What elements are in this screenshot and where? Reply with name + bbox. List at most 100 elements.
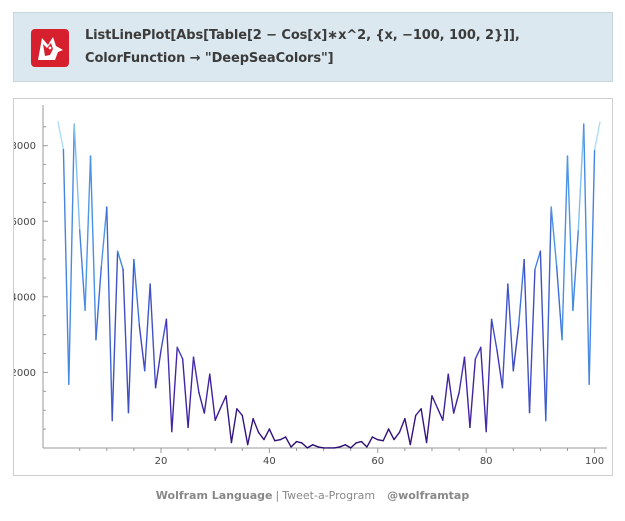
line-segment <box>116 250 124 270</box>
line-segment <box>214 407 222 421</box>
line-segment <box>106 206 113 422</box>
line-segment <box>144 283 151 372</box>
line-segment <box>523 258 531 414</box>
line-segment <box>252 417 260 434</box>
line-segment <box>393 431 401 441</box>
line-segment <box>230 408 238 444</box>
line-segment <box>73 123 81 231</box>
line-segment <box>62 148 70 385</box>
line-segment <box>550 206 558 267</box>
line-segment <box>501 283 509 389</box>
line-segment <box>301 442 309 449</box>
line-segment <box>187 356 195 429</box>
code-line-1: ListLinePlot[Abs[Table[2 − Cos[x]∗x^2, {… <box>85 28 520 43</box>
line-segment <box>480 346 487 433</box>
line-segment <box>154 349 162 389</box>
line-segment <box>100 206 108 267</box>
code-input-panel: ListLinePlot[Abs[Table[2 − Cos[x]∗x^2, {… <box>13 12 613 82</box>
line-segment <box>528 268 536 414</box>
line-segment <box>317 446 325 449</box>
line-segment <box>490 318 498 352</box>
line-segment <box>436 407 444 421</box>
line-segment <box>236 408 243 417</box>
y-tick-label: 2000 <box>14 368 36 379</box>
x-tick-label: 80 <box>480 456 493 467</box>
plot-frame: 20 40 60 80 100 2000 4000 6000 8000 <box>13 98 613 476</box>
line-segment <box>415 408 422 417</box>
line-segment <box>588 148 596 385</box>
line-segment <box>209 373 216 421</box>
line-segment <box>203 373 211 414</box>
line-segment <box>78 229 86 312</box>
line-segment <box>111 250 119 422</box>
line-segment <box>496 349 504 389</box>
line-segment <box>463 356 471 429</box>
line-segment <box>545 206 552 422</box>
line-segment <box>333 446 341 449</box>
footer-handle: @wolframtap <box>387 489 470 502</box>
line-segment <box>219 395 227 409</box>
line-segment <box>165 318 173 433</box>
line-segment <box>225 395 233 444</box>
x-tick-label: 20 <box>155 456 168 467</box>
line-segment <box>68 123 75 385</box>
line-segment <box>431 395 439 409</box>
line-segment <box>474 346 482 360</box>
line-segment <box>447 373 455 414</box>
line-segment <box>583 123 590 385</box>
line-segment <box>181 358 189 429</box>
line-segment <box>339 444 346 448</box>
line-segment <box>398 417 406 434</box>
x-tick-label: 40 <box>263 456 276 467</box>
y-tick-label: 8000 <box>14 141 36 152</box>
line-segment <box>312 444 319 448</box>
line-segment <box>95 265 103 341</box>
line-segment <box>192 356 200 394</box>
line-segment <box>160 318 168 352</box>
line-segment <box>366 436 374 448</box>
x-tick-label: 60 <box>371 456 384 467</box>
line-segment <box>284 436 292 448</box>
line-segment <box>561 155 569 341</box>
footer: Wolfram Language | Tweet-a-Program @wolfram… <box>0 489 625 502</box>
line-segment <box>263 428 271 441</box>
line-segment <box>507 283 514 372</box>
line-segment <box>84 155 92 312</box>
footer-separator: | <box>275 489 280 502</box>
footer-program: Tweet-a-Program <box>282 489 376 502</box>
line-segment <box>306 444 314 449</box>
line-segment <box>349 442 357 449</box>
list-line-plot: 20 40 60 80 100 2000 4000 6000 8000 <box>14 105 607 467</box>
line-segment <box>458 356 466 394</box>
line-segment <box>420 408 428 444</box>
line-segment <box>138 324 146 372</box>
line-segment <box>577 123 585 231</box>
code-line-2: ColorFunction → "DeepSeaColors"] <box>85 51 334 66</box>
data-series <box>57 121 601 449</box>
line-segment <box>593 121 601 151</box>
line-segment <box>355 440 363 444</box>
x-tick-label: 100 <box>585 456 604 467</box>
line-segment <box>133 258 141 326</box>
line-segment <box>344 444 352 449</box>
line-segment <box>512 324 520 372</box>
line-segment <box>241 414 249 446</box>
line-segment <box>442 373 449 421</box>
tick-marks: 20 40 60 80 100 2000 4000 6000 8000 <box>14 126 604 467</box>
line-segment <box>534 250 542 270</box>
line-segment <box>268 428 276 442</box>
line-segment <box>176 346 184 360</box>
line-segment <box>572 229 580 312</box>
line-segment <box>360 440 368 448</box>
line-segment <box>198 391 206 414</box>
y-tick-label: 6000 <box>14 217 36 228</box>
line-segment <box>57 121 65 151</box>
line-segment <box>539 250 547 422</box>
wolfram-logo-icon <box>31 29 69 67</box>
line-segment <box>377 439 384 442</box>
line-segment <box>371 436 379 441</box>
line-segment <box>387 428 395 441</box>
line-segment <box>425 395 433 444</box>
line-segment <box>171 346 178 433</box>
y-tick-label: 4000 <box>14 292 36 303</box>
